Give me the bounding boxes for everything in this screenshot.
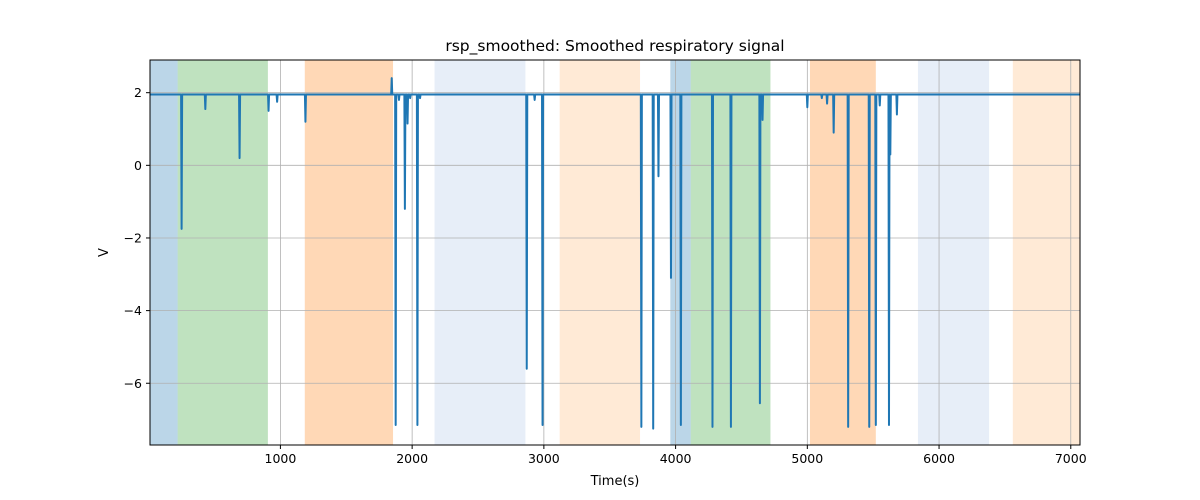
plot-frame bbox=[149, 59, 1081, 446]
phase-band-4 bbox=[434, 60, 526, 445]
x-tick-label-5: 5000 bbox=[791, 451, 823, 466]
y-tick-label-4: 0 bbox=[134, 158, 142, 173]
x-tick-label-6: 6000 bbox=[923, 451, 955, 466]
x-tick-label-2: 2000 bbox=[396, 451, 428, 466]
x-tick-label-7: 7000 bbox=[1055, 451, 1087, 466]
x-axis-label: Time(s) bbox=[590, 474, 640, 489]
signal-series bbox=[150, 77, 1080, 430]
y-tick-label-1: −6 bbox=[124, 376, 142, 391]
phase-band-3 bbox=[304, 60, 394, 445]
y-axis-ticks: −6 −4 −2 0 2 bbox=[124, 85, 150, 391]
x-tick-label-3: 3000 bbox=[528, 451, 560, 466]
phase-band-2 bbox=[177, 60, 268, 445]
x-axis-ticks: 1000 2000 3000 4000 5000 6000 7000 bbox=[265, 445, 1087, 466]
phase-bands bbox=[150, 60, 1080, 445]
y-axis-label: V bbox=[97, 248, 112, 257]
y-tick-label-2: −4 bbox=[124, 303, 142, 318]
phase-band-5 bbox=[559, 60, 641, 445]
phase-band-1 bbox=[150, 60, 178, 445]
phase-band-8 bbox=[809, 60, 876, 445]
y-tick-label-3: −2 bbox=[124, 230, 142, 245]
y-tick-label-5: 2 bbox=[134, 85, 142, 100]
phase-band-9 bbox=[917, 60, 990, 445]
chart-title: rsp_smoothed: Smoothed respiratory signa… bbox=[445, 37, 784, 56]
x-tick-label-1: 1000 bbox=[265, 451, 297, 466]
phase-band-10 bbox=[1012, 60, 1080, 445]
grid-lines bbox=[150, 60, 1080, 445]
x-tick-label-4: 4000 bbox=[660, 451, 692, 466]
